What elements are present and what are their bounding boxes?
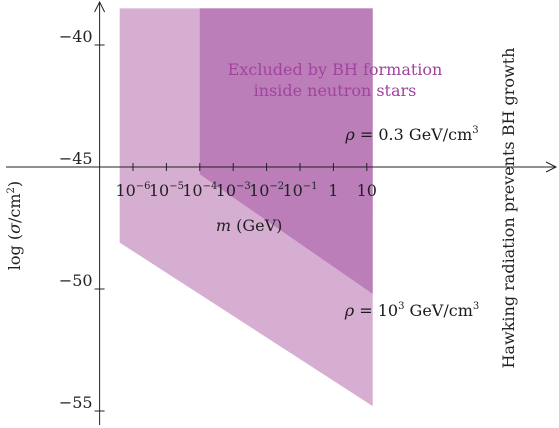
- excluded-region-label-line2: inside neutron stars: [254, 81, 417, 100]
- x-ticks: 10−610−510−410−310−210−1 1 10: [115, 163, 377, 200]
- region-label-1: ρ = 103 GeV/cm3: [344, 301, 480, 320]
- x-axis-title-var: m: [216, 216, 231, 235]
- y-tick-label: −55: [59, 393, 93, 412]
- x-tick-label: 1: [328, 181, 338, 200]
- x-axis-arrowhead: [545, 161, 558, 173]
- x-tick-label: 10−6: [115, 181, 150, 200]
- excluded-region-label-line1: Excluded by BH formation: [228, 60, 443, 79]
- y-axis-title-var: σ: [5, 222, 24, 234]
- x-tick-label: 10−5: [149, 181, 184, 200]
- x-tick-label: 10−2: [249, 181, 284, 200]
- excluded-regions: [119, 8, 373, 407]
- y-axis-title: log (σ/cm2): [5, 181, 24, 270]
- excluded-region-2: [199, 8, 373, 294]
- y-ticks: −40 −45 −50 −55: [59, 27, 105, 412]
- y-axis-title-mid: /cm: [5, 193, 24, 223]
- y-axis-title-post: ): [5, 181, 24, 187]
- x-tick-label: 10−3: [216, 181, 251, 200]
- y-axis-arrowhead: [94, 0, 106, 13]
- hawking-radiation-label: Hawking radiation prevents BH growth: [499, 48, 518, 369]
- y-tick-label: −50: [59, 271, 93, 290]
- y-tick-label: −45: [59, 149, 93, 168]
- y-axis-title-pre: log (: [5, 234, 24, 270]
- y-axis-title-exp: 2: [6, 187, 17, 193]
- x-tick-label: 10: [357, 181, 377, 200]
- x-axis-title-unit: (GeV): [231, 216, 282, 235]
- region-label-2: ρ = 0.3 GeV/cm3: [344, 125, 478, 144]
- x-tick-label: 10−1: [282, 181, 317, 200]
- y-tick-label: −40: [59, 27, 93, 46]
- x-axis-title: m (GeV): [216, 216, 283, 235]
- x-tick-label: 10−4: [182, 181, 217, 200]
- region-labels: ρ = 103 GeV/cm3 ρ = 0.3 GeV/cm3: [344, 125, 480, 320]
